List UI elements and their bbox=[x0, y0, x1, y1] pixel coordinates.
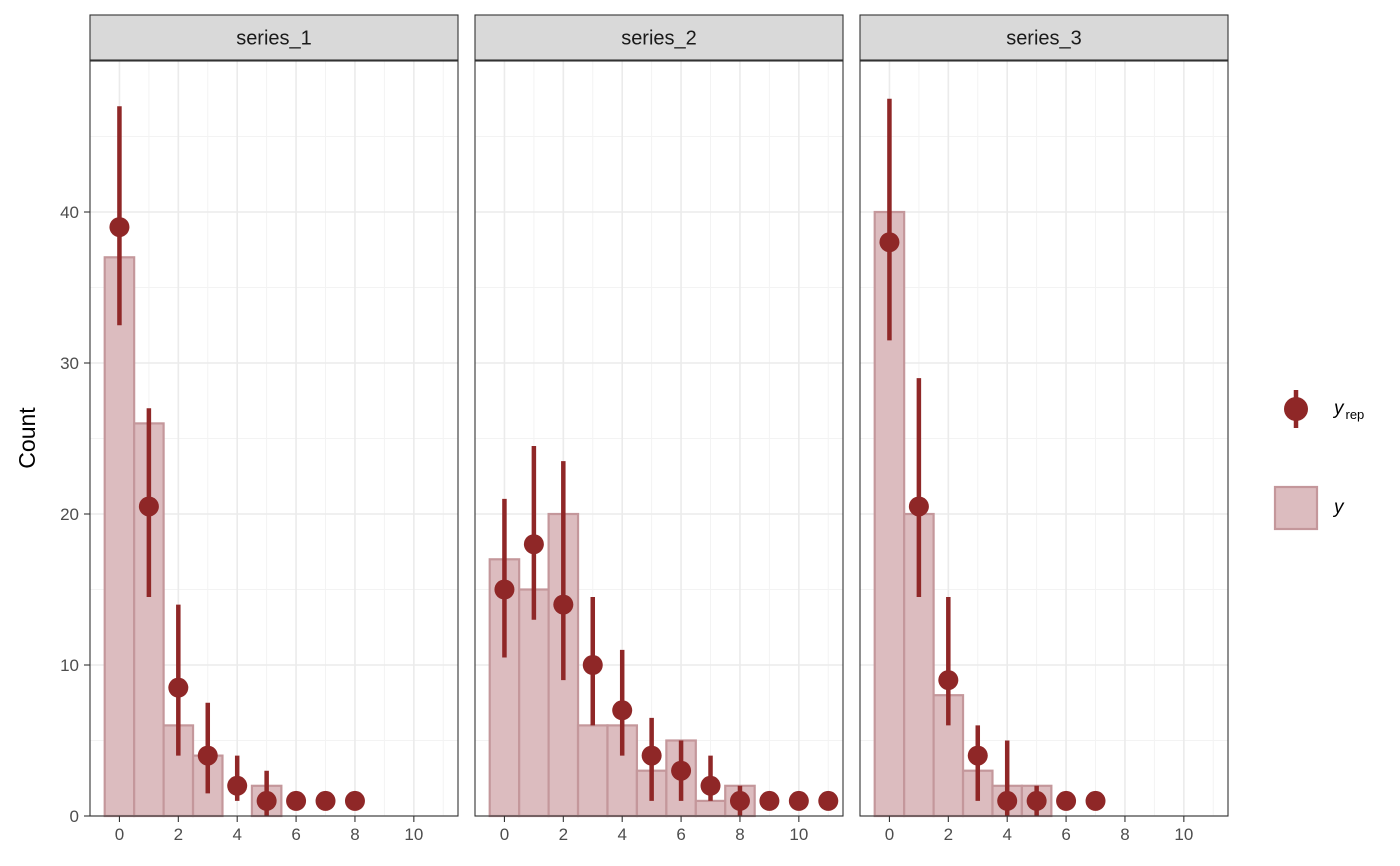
point-4 bbox=[612, 700, 633, 721]
bar-7 bbox=[694, 799, 727, 818]
x-tick-label: 8 bbox=[350, 825, 359, 844]
legend-y-box bbox=[1273, 485, 1319, 531]
x-tick-label: 0 bbox=[885, 825, 894, 844]
bar-3 bbox=[576, 724, 609, 818]
panel-series_1: series_1 0 2 4 6 8 10 0 10 20 30 40 bbox=[60, 14, 459, 844]
yrep-points bbox=[879, 98, 1106, 816]
legend-label-yrep-main: y bbox=[1332, 398, 1345, 419]
x-axis: 0 2 4 6 8 10 bbox=[885, 816, 1193, 844]
x-tick-label: 6 bbox=[1061, 825, 1070, 844]
panel-series_2: series_2 0 2 4 6 8 10 bbox=[474, 14, 844, 844]
y-axis: 0 10 20 30 40 bbox=[60, 203, 90, 826]
legend-label-y: y bbox=[1332, 497, 1345, 518]
point-3 bbox=[582, 655, 603, 675]
bar-1 bbox=[518, 588, 550, 818]
strip-background bbox=[89, 14, 459, 61]
strip-title: series_3 bbox=[1006, 28, 1082, 50]
x-axis: 0 2 4 6 8 10 bbox=[500, 816, 808, 844]
point-2 bbox=[553, 594, 574, 615]
x-tick-label: 2 bbox=[174, 825, 183, 844]
point-8 bbox=[729, 790, 750, 811]
bar-2 bbox=[932, 694, 965, 818]
point-7 bbox=[315, 790, 336, 811]
panel-border bbox=[474, 60, 844, 817]
legend-label-yrep-sub: rep bbox=[1346, 407, 1365, 422]
yrep-points bbox=[494, 446, 839, 816]
panel-border bbox=[89, 60, 459, 817]
point-4 bbox=[997, 790, 1018, 811]
legend-key-yrep bbox=[1284, 390, 1308, 428]
x-tick-label: 4 bbox=[232, 825, 241, 844]
strip-background bbox=[474, 14, 844, 61]
gridlines bbox=[860, 61, 1228, 817]
x-tick-label: 10 bbox=[789, 825, 808, 844]
gridlines bbox=[90, 61, 458, 817]
x-tick-label: 0 bbox=[115, 825, 124, 844]
y-axis-title: Count bbox=[14, 407, 40, 469]
panel-series_3: series_3 0 2 4 6 8 10 bbox=[859, 14, 1229, 844]
point-5 bbox=[256, 790, 277, 811]
x-tick-label: 10 bbox=[1174, 825, 1193, 844]
point-5 bbox=[1026, 790, 1047, 811]
point-6 bbox=[286, 790, 307, 811]
y-tick-label: 10 bbox=[60, 656, 79, 675]
point-2 bbox=[938, 670, 959, 691]
y-tick-label: 30 bbox=[60, 354, 79, 373]
point-7 bbox=[1085, 790, 1106, 811]
x-tick-label: 8 bbox=[1120, 825, 1129, 844]
point-1 bbox=[523, 534, 544, 555]
x-axis: 0 2 4 6 8 10 bbox=[115, 816, 423, 844]
point-6 bbox=[1056, 790, 1077, 811]
x-tick-label: 2 bbox=[559, 825, 568, 844]
yrep-points bbox=[109, 106, 365, 816]
x-tick-label: 10 bbox=[404, 825, 423, 844]
bar-0 bbox=[103, 256, 136, 818]
point-10 bbox=[788, 790, 809, 811]
point-1 bbox=[908, 496, 929, 517]
point-11 bbox=[818, 790, 839, 811]
x-tick-label: 8 bbox=[735, 825, 744, 844]
panel-border bbox=[859, 60, 1229, 817]
x-tick-label: 4 bbox=[617, 825, 626, 844]
y-tick-label: 0 bbox=[70, 807, 79, 826]
point-4 bbox=[227, 775, 248, 796]
point-3 bbox=[967, 745, 988, 766]
x-tick-label: 6 bbox=[291, 825, 300, 844]
point-6 bbox=[671, 760, 692, 781]
strip-background bbox=[859, 14, 1229, 61]
point-7 bbox=[700, 775, 721, 796]
point-2 bbox=[168, 677, 189, 698]
x-tick-label: 0 bbox=[500, 825, 509, 844]
point-0 bbox=[494, 579, 515, 600]
y-tick-label: 20 bbox=[60, 505, 79, 524]
x-tick-label: 2 bbox=[944, 825, 953, 844]
strip-title: series_2 bbox=[621, 28, 697, 50]
point-1 bbox=[138, 496, 159, 517]
y-tick-label: 40 bbox=[60, 203, 79, 222]
x-tick-label: 4 bbox=[1002, 825, 1011, 844]
point-9 bbox=[759, 790, 780, 811]
legend-yrep-point bbox=[1284, 397, 1308, 421]
point-5 bbox=[641, 745, 662, 766]
point-0 bbox=[879, 232, 900, 253]
strip-title: series_1 bbox=[236, 28, 312, 50]
point-0 bbox=[109, 217, 130, 238]
legend-label-yrep: y rep bbox=[1332, 398, 1364, 422]
legend-key-y bbox=[1273, 485, 1319, 531]
point-3 bbox=[197, 745, 218, 766]
x-tick-label: 6 bbox=[676, 825, 685, 844]
point-8 bbox=[344, 790, 365, 811]
